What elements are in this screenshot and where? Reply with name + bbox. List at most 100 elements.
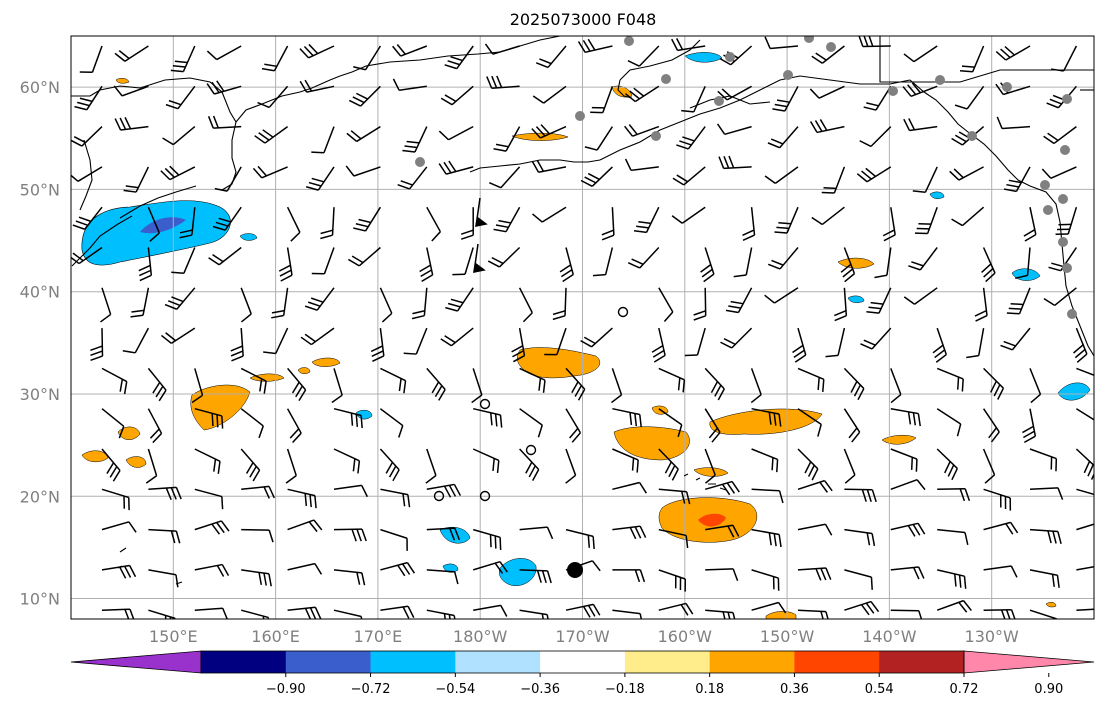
colorbar-tick-label: −0.54 bbox=[435, 682, 475, 697]
wind-barb bbox=[208, 246, 242, 266]
wind-barb bbox=[379, 287, 393, 323]
wind-barb bbox=[890, 566, 925, 580]
station-dot bbox=[1002, 82, 1012, 92]
wind-barb bbox=[333, 407, 363, 429]
wind-barb bbox=[1029, 609, 1058, 619]
wind-barb bbox=[1029, 569, 1060, 588]
wind-barb bbox=[287, 562, 323, 575]
wind-barb bbox=[426, 527, 461, 541]
wind-barb bbox=[1029, 368, 1042, 404]
wind-barb bbox=[764, 36, 799, 50]
lat-label: 10°N bbox=[20, 590, 60, 609]
wind-barb bbox=[658, 448, 679, 481]
wind-barb bbox=[843, 408, 861, 443]
station-dot bbox=[725, 52, 735, 62]
wind-barb bbox=[704, 367, 725, 401]
wind-barb bbox=[241, 609, 270, 619]
wind-barb bbox=[379, 408, 404, 438]
wind-barb bbox=[856, 166, 892, 183]
colorbar-segment bbox=[201, 651, 287, 673]
wind-barb bbox=[908, 247, 938, 271]
wind-barb bbox=[936, 367, 964, 392]
wind-barb bbox=[392, 78, 427, 91]
wind-barb bbox=[1075, 448, 1094, 480]
lat-label: 40°N bbox=[20, 283, 60, 302]
wind-barb bbox=[101, 608, 135, 619]
wind-barb bbox=[165, 85, 196, 110]
wind-barb bbox=[937, 569, 967, 589]
wind-barb bbox=[751, 569, 780, 591]
wind-barb bbox=[844, 488, 877, 503]
calm-wind-circles bbox=[433, 306, 629, 502]
wind-barb bbox=[531, 159, 567, 173]
wind-barb bbox=[797, 448, 819, 481]
wind-barb bbox=[426, 206, 442, 242]
colorbar-tick-label: 0.18 bbox=[695, 682, 724, 697]
wind-barb bbox=[983, 367, 1005, 400]
lon-label: 170°W bbox=[555, 627, 610, 646]
lon-label: 150°E bbox=[149, 627, 198, 646]
wind-barb bbox=[797, 609, 829, 619]
wind-barb bbox=[840, 247, 856, 283]
wind-barb bbox=[486, 75, 520, 90]
station-dot bbox=[624, 36, 634, 46]
wind-barb bbox=[472, 560, 508, 574]
colorbar-segment bbox=[624, 651, 711, 673]
wind-barb bbox=[844, 528, 876, 547]
wind-barb bbox=[903, 118, 938, 132]
wind-barb bbox=[285, 448, 297, 484]
wind-barb bbox=[797, 567, 832, 581]
wind-barb bbox=[995, 45, 1031, 61]
colorbar-segment bbox=[285, 651, 372, 673]
wind-barb bbox=[426, 367, 446, 401]
wind-barb bbox=[914, 206, 938, 235]
plot-frame bbox=[70, 35, 1095, 620]
wind-barb bbox=[951, 206, 985, 227]
wind-barb bbox=[333, 528, 367, 542]
wind-barb bbox=[212, 206, 242, 231]
wind-barb bbox=[257, 85, 289, 109]
wind-barb bbox=[519, 569, 552, 584]
wind-barb bbox=[90, 328, 104, 362]
wind-barb bbox=[742, 207, 756, 241]
wind-barb bbox=[333, 448, 361, 474]
wind-barb bbox=[411, 287, 428, 320]
wind-barb bbox=[1076, 566, 1094, 571]
wind-barb bbox=[535, 45, 567, 69]
wind-barb bbox=[353, 206, 382, 232]
wind-barb bbox=[874, 247, 892, 279]
colorbar-extend-low bbox=[70, 650, 202, 674]
station-dot bbox=[1062, 94, 1072, 104]
wind-barb bbox=[519, 408, 543, 438]
wind-barb bbox=[230, 328, 244, 362]
wind-barb bbox=[160, 165, 196, 181]
lon-label: 150°W bbox=[760, 627, 815, 646]
station-dot bbox=[661, 74, 671, 84]
wind-barbs bbox=[71, 36, 1094, 619]
wind-barb bbox=[194, 563, 230, 577]
lon-label: 140°W bbox=[862, 627, 917, 646]
wind-barb bbox=[612, 407, 642, 428]
wind-barb bbox=[750, 368, 762, 404]
colorbar-segment bbox=[540, 651, 626, 673]
wind-barb bbox=[565, 603, 601, 618]
wind-barb bbox=[194, 520, 230, 535]
station-dot bbox=[1062, 263, 1072, 273]
wind-barb bbox=[191, 368, 204, 404]
wind-barb bbox=[932, 327, 948, 363]
wind-barb bbox=[194, 607, 228, 619]
wind-barb bbox=[380, 488, 411, 508]
wind-barb bbox=[672, 166, 706, 186]
wind-barb bbox=[488, 166, 521, 189]
wind-barb bbox=[473, 407, 503, 428]
wind-barb bbox=[890, 479, 926, 491]
wind-barb bbox=[380, 528, 408, 551]
wind-barb bbox=[493, 126, 521, 152]
wind-barb bbox=[1003, 166, 1031, 193]
wind-barb bbox=[565, 367, 586, 401]
wind-barb bbox=[1076, 523, 1094, 531]
wind-barb bbox=[592, 247, 614, 277]
wind-barb bbox=[511, 327, 526, 363]
colorbar-tick-label: 0.54 bbox=[865, 682, 894, 697]
wind-barb bbox=[240, 408, 264, 439]
